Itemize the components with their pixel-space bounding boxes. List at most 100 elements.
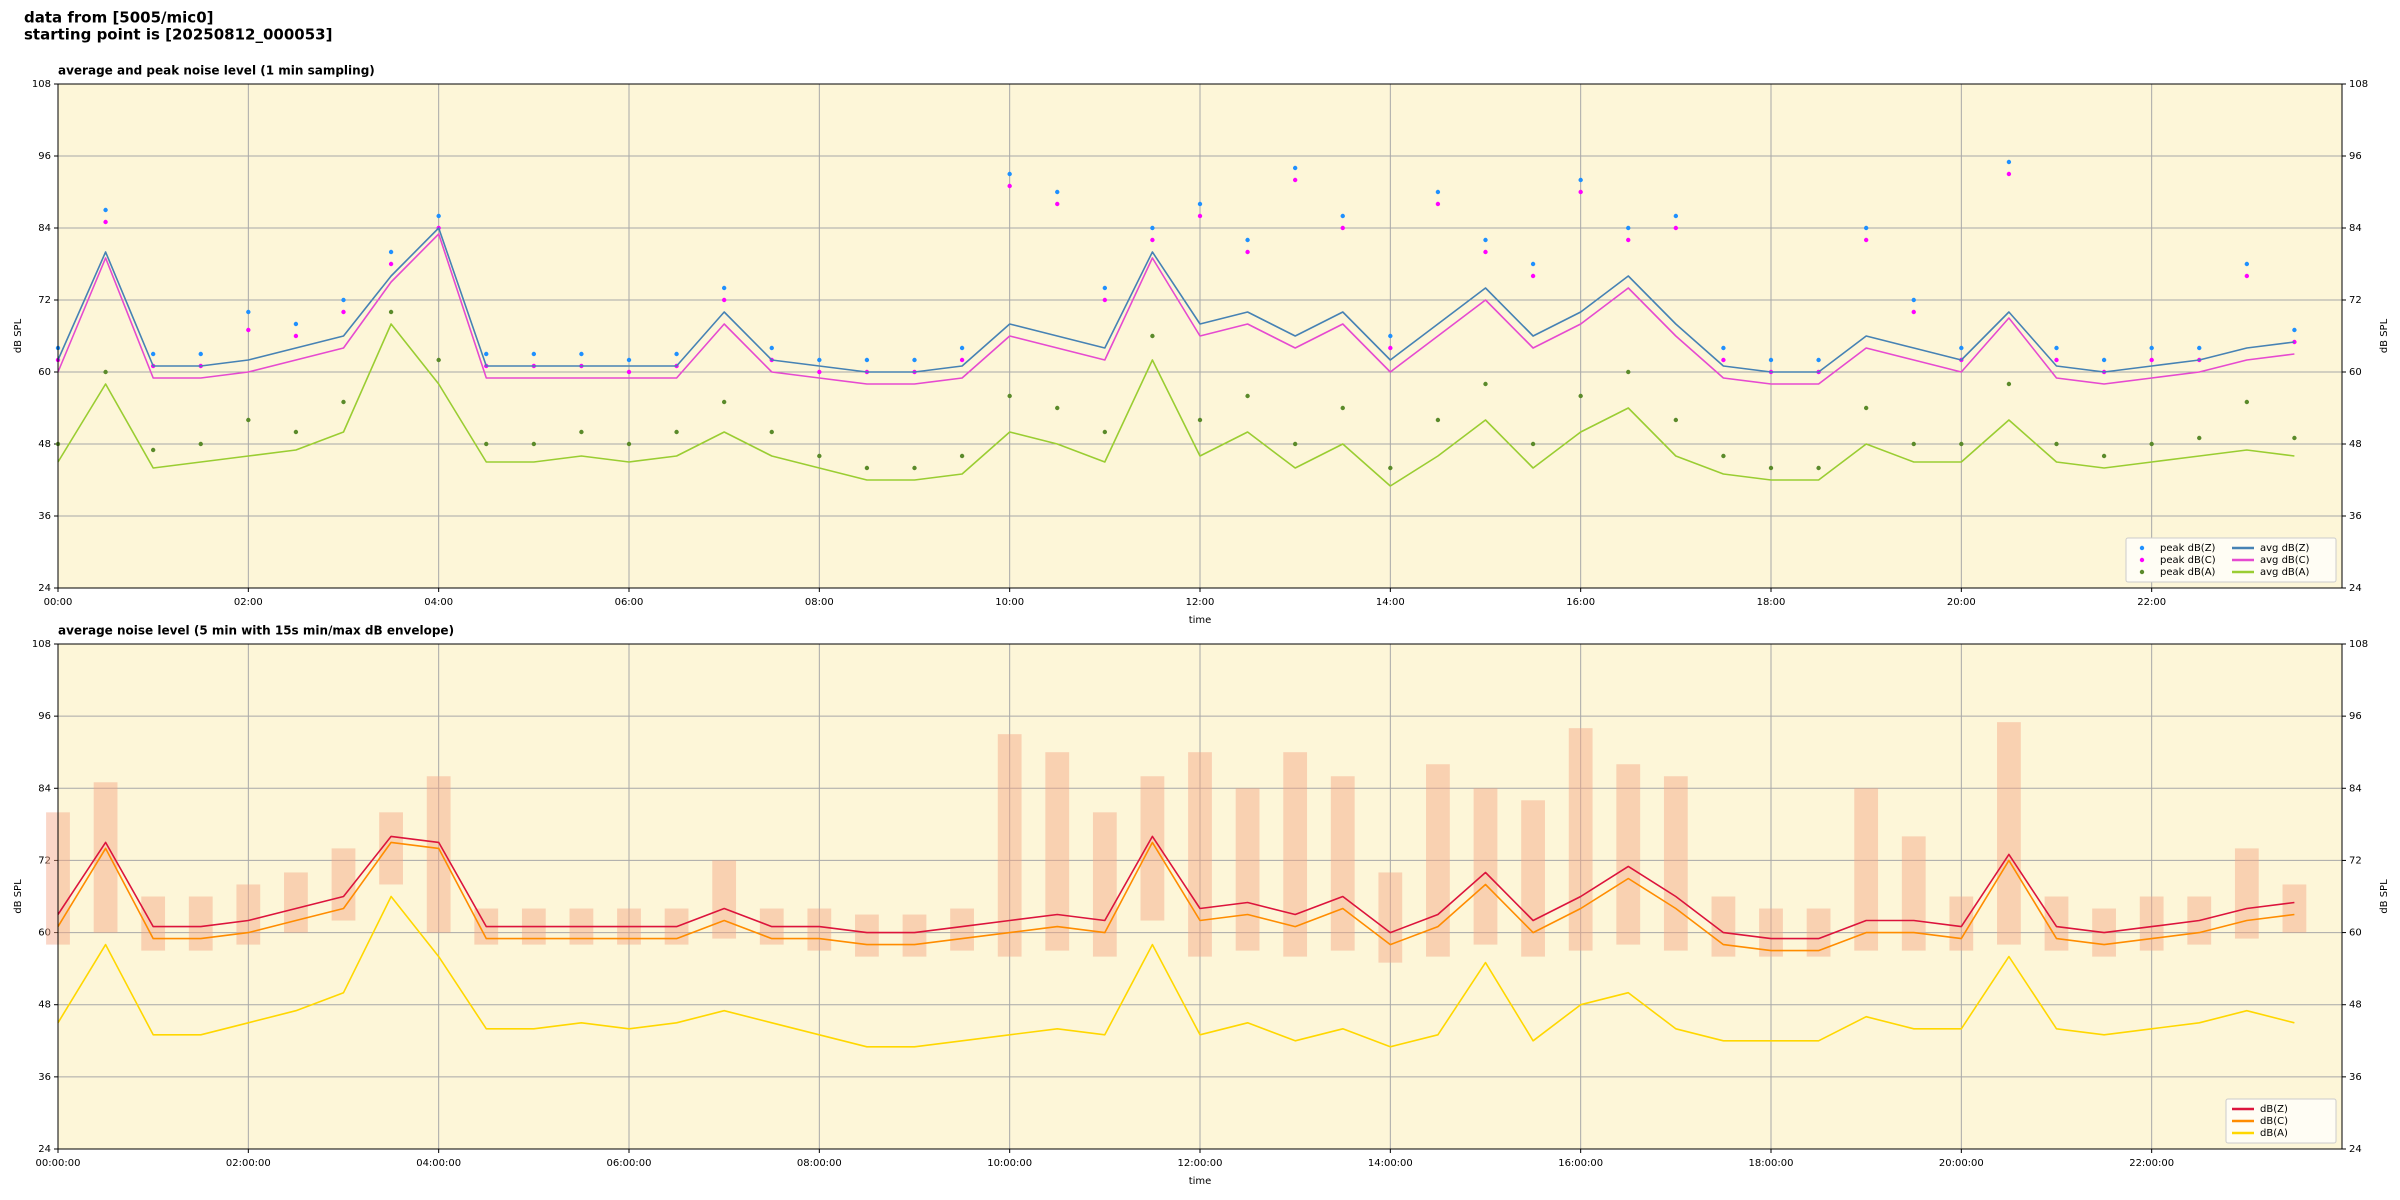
peak-point [293, 321, 299, 327]
peak-point [341, 297, 346, 303]
peak-point [103, 219, 108, 225]
peak-point [2244, 261, 2250, 267]
series-line [57, 895, 2295, 1048]
series-line [57, 233, 2295, 385]
peak-point [1388, 345, 1393, 351]
envelope-band [1283, 752, 1308, 957]
peak-point [1578, 177, 1583, 183]
panel-title: average noise level (5 min with 15s min/… [58, 624, 454, 638]
peak-point [1863, 237, 1869, 243]
y-tick-label: 36 [38, 1072, 51, 1083]
envelope-band [807, 908, 832, 951]
peak-point [2292, 327, 2297, 333]
peak-point [579, 351, 584, 357]
peak-point [1150, 225, 1155, 231]
legend-label: dB(A) [2260, 1128, 2288, 1139]
envelope-band [2234, 848, 2259, 939]
peak-point [1055, 189, 1060, 195]
legend-label: dB(Z) [2260, 1104, 2288, 1115]
peak-point [1340, 213, 1345, 219]
peak-point [817, 369, 822, 375]
peak-point [293, 429, 299, 435]
peak-point [2244, 273, 2250, 279]
peak-point [1292, 177, 1298, 183]
peak-point [436, 213, 441, 219]
peak-point [1911, 297, 1916, 303]
panel-title: average and peak noise level (1 min samp… [58, 64, 375, 78]
peak-point [1435, 417, 1441, 423]
envelope-band [379, 812, 403, 885]
peak-point [626, 441, 632, 447]
y-tick-label: 84 [2349, 223, 2362, 234]
envelope-band [1045, 752, 1070, 951]
x-tick-label: 16:00:00 [1558, 1158, 1603, 1169]
peak-point [864, 465, 870, 471]
series-line [57, 323, 2295, 487]
y-tick-label: 108 [2349, 79, 2368, 90]
y-tick-label: 60 [2349, 928, 2362, 939]
x-tick-label: 18:00:00 [1749, 1158, 1794, 1169]
peak-point [1721, 357, 1726, 363]
envelope-band [1997, 722, 2021, 945]
peak-point [1530, 441, 1536, 447]
y-tick-label: 84 [38, 783, 51, 794]
peak-point [1245, 237, 1250, 243]
peak-point [531, 441, 537, 447]
peak-point [2197, 345, 2202, 351]
x-tick-label: 04:00 [424, 597, 453, 608]
x-tick-label: 14:00:00 [1368, 1158, 1413, 1169]
peak-point [1530, 261, 1536, 267]
peak-point [293, 333, 299, 339]
peak-point [1007, 171, 1012, 177]
legend-label: peak dB(A) [2160, 567, 2216, 578]
peak-point [2149, 441, 2154, 447]
peak-point [2054, 345, 2059, 351]
y-tick-label: 48 [38, 439, 51, 450]
peak-point [769, 429, 774, 435]
suptitle: starting point is [20250812_000053] [24, 26, 332, 44]
envelope-band [1188, 752, 1212, 957]
y-tick-label: 96 [38, 151, 51, 162]
y-tick-label: 84 [2349, 783, 2362, 794]
envelope-band [1663, 776, 1688, 951]
peak-point [1340, 405, 1345, 411]
peak-point [103, 207, 108, 213]
y-tick-label: 48 [2349, 439, 2362, 450]
peak-point [1673, 225, 1679, 231]
peak-point [1197, 213, 1203, 219]
y-tick-label: 72 [38, 295, 51, 306]
peak-point [198, 441, 203, 447]
peak-point [1530, 273, 1536, 279]
peak-point [1816, 357, 1821, 363]
peak-point [912, 357, 917, 363]
y-tick-label: 72 [2349, 295, 2362, 306]
x-tick-label: 04:00:00 [416, 1158, 461, 1169]
peak-point [817, 453, 822, 459]
x-tick-label: 08:00 [805, 597, 834, 608]
peak-point [1388, 465, 1393, 471]
envelope-band [1854, 788, 1879, 951]
x-tick-label: 12:00:00 [1178, 1158, 1223, 1169]
peak-point [388, 309, 394, 315]
peak-point [1197, 201, 1203, 207]
y-tick-label: 72 [38, 855, 51, 866]
peak-point [2149, 357, 2154, 363]
peak-point [1150, 333, 1155, 339]
peak-point [626, 369, 632, 375]
envelope-band [1378, 872, 1403, 963]
peak-point [674, 351, 679, 357]
peak-point [1055, 405, 1060, 411]
envelope-band [426, 776, 451, 933]
peak-point [2244, 399, 2250, 405]
peak-point [1816, 465, 1821, 471]
peak-point [1007, 393, 1012, 399]
peak-point [1626, 225, 1631, 231]
peak-point [531, 351, 537, 357]
y-axis-label: dB SPL [13, 879, 24, 914]
peak-point [2149, 345, 2154, 351]
peak-point [1102, 429, 1108, 435]
x-tick-label: 06:00:00 [607, 1158, 652, 1169]
legend-box [2125, 537, 2337, 583]
y-tick-label: 84 [38, 223, 51, 234]
envelope-band [1806, 908, 1831, 957]
